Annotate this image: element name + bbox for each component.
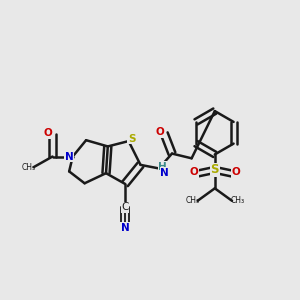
Text: O: O <box>232 167 240 177</box>
Text: O: O <box>44 128 52 138</box>
Text: N: N <box>160 168 169 178</box>
Text: N: N <box>65 152 74 161</box>
Text: H: H <box>158 162 167 172</box>
Text: C: C <box>121 202 129 212</box>
Text: N: N <box>121 223 129 233</box>
Text: O: O <box>155 127 164 137</box>
Text: S: S <box>128 134 135 144</box>
Text: CH₃: CH₃ <box>185 196 199 205</box>
Text: S: S <box>211 164 219 176</box>
Text: CH₃: CH₃ <box>230 196 244 205</box>
Text: CH₃: CH₃ <box>22 163 36 172</box>
Text: O: O <box>189 167 198 177</box>
